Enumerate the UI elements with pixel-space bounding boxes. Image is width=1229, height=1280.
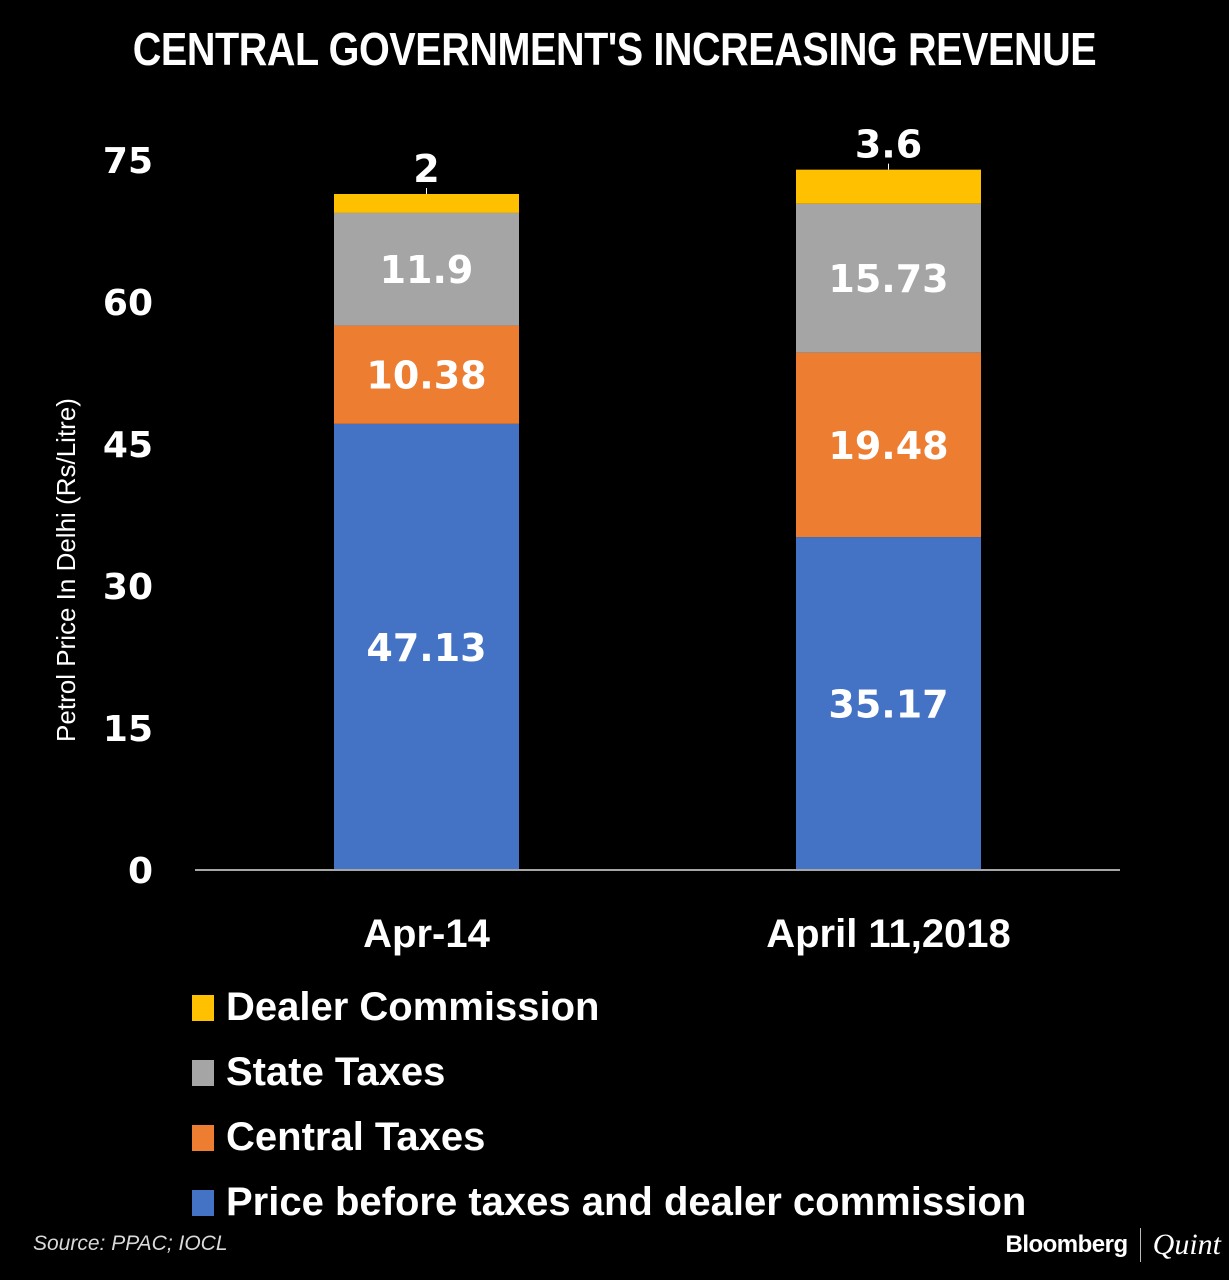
- legend-label: Dealer Commission: [226, 985, 600, 1029]
- x-axis-categories: Apr-14 April 11,2018: [363, 912, 1011, 956]
- data-label: 47.13: [366, 626, 486, 670]
- legend: Dealer Commission State Taxes Central Ta…: [192, 975, 1026, 1235]
- bar-segment-state-taxes: [796, 203, 981, 353]
- x-category-label: April 11,2018: [766, 912, 1011, 956]
- brand-divider: [1139, 1228, 1141, 1262]
- bar-segment-price-before-taxes-and-dealer-commission: [334, 423, 519, 870]
- y-tick-label: 45: [103, 425, 153, 466]
- legend-label: Central Taxes: [226, 1115, 486, 1159]
- brand-primary: Bloomberg: [1005, 1231, 1128, 1258]
- brand-secondary: Quint: [1152, 1228, 1221, 1261]
- bar-segment-state-taxes: [334, 212, 519, 326]
- stacked-bar-chart: 0 15 30 45 60 75 Petrol Price In Delhi (Rs/Li…: [51, 123, 1120, 956]
- data-label: 3.6: [855, 123, 922, 167]
- y-axis-label: Petrol Price In Delhi (Rs/Litre): [51, 398, 81, 742]
- legend-item-state-taxes: State Taxes: [192, 1040, 1026, 1105]
- bar-segment-dealer-commission: [334, 193, 519, 213]
- chart-title: CENTRAL GOVERNMENT'S INCREASING REVENUE: [132, 23, 1097, 75]
- y-tick-label: 30: [103, 567, 153, 608]
- y-tick-label: 60: [103, 283, 153, 324]
- data-label: 11.9: [380, 248, 474, 292]
- bar-segment-central-taxes: [796, 352, 981, 538]
- data-label: 2: [413, 147, 439, 191]
- legend-swatch-state-taxes: [192, 1059, 214, 1086]
- legend-item-dealer-commission: Dealer Commission: [192, 975, 1026, 1040]
- legend-swatch-central-taxes: [192, 1124, 214, 1151]
- bar-segment-price-before-taxes-and-dealer-commission: [796, 537, 981, 870]
- source-note: Source: PPAC; IOCL: [33, 1232, 228, 1255]
- y-tick-label: 15: [103, 709, 153, 750]
- y-tick-label: 0: [128, 851, 153, 892]
- y-axis-ticks: 0 15 30 45 60 75: [103, 141, 153, 892]
- bar-segment-central-taxes: [334, 325, 519, 424]
- y-tick-label: 75: [103, 141, 153, 182]
- legend-item-price-before-taxes: Price before taxes and dealer commission: [192, 1170, 1026, 1235]
- brand-logo: Bloomberg Quint: [1005, 1228, 1221, 1262]
- legend-swatch-price-before-taxes: [192, 1189, 214, 1216]
- bar-segment-dealer-commission: [796, 169, 981, 204]
- legend-label: State Taxes: [226, 1050, 446, 1094]
- data-label: 15.73: [828, 257, 948, 301]
- data-label: 10.38: [366, 354, 486, 398]
- data-label: 19.48: [828, 424, 948, 468]
- legend-label: Price before taxes and dealer commission: [226, 1180, 1027, 1224]
- bars: 47.13 10.38 11.9 2 35.17 19.48 15.73 3.6: [334, 123, 981, 870]
- data-label: 35.17: [828, 683, 948, 727]
- x-category-label: Apr-14: [363, 912, 490, 956]
- legend-swatch-dealer-commission: [192, 994, 214, 1021]
- legend-item-central-taxes: Central Taxes: [192, 1105, 1026, 1170]
